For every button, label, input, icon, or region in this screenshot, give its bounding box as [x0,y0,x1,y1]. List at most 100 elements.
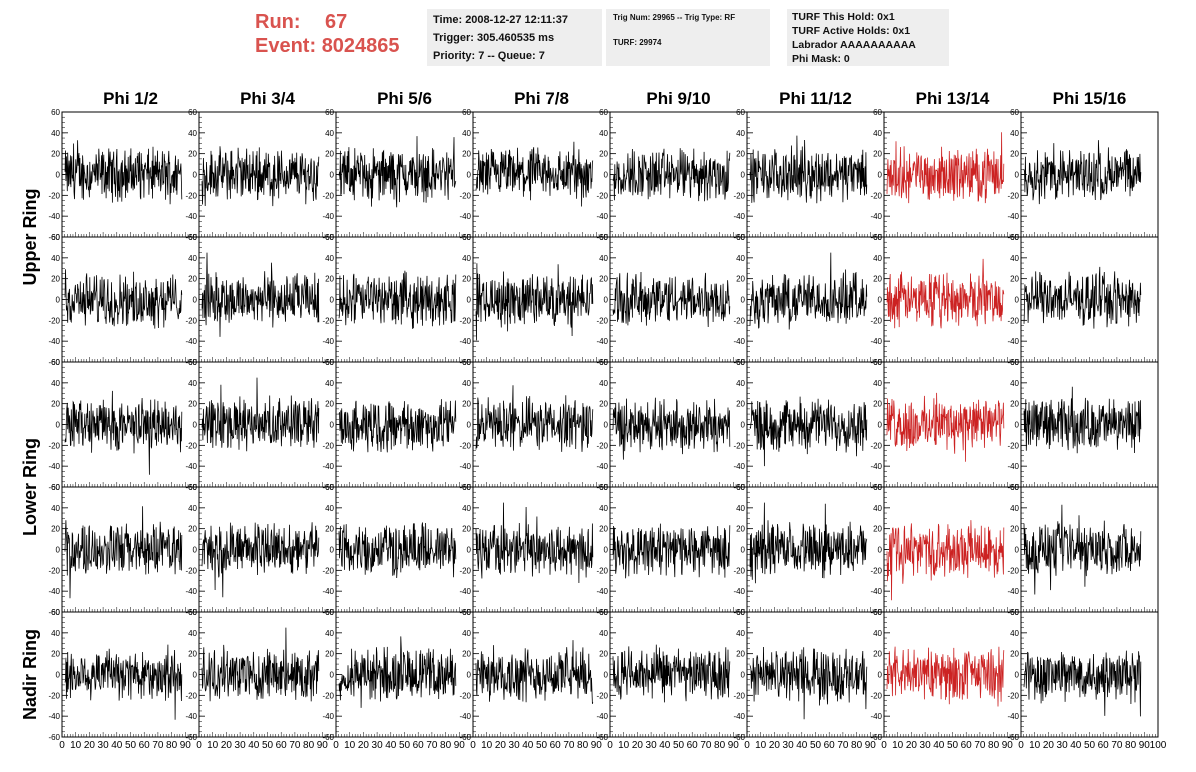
y-tick-label: -20 [48,191,60,200]
x-tick-label: 40 [385,740,397,751]
y-tick-label: 20 [1010,525,1019,534]
y-tick-label: 60 [51,608,60,617]
y-tick-label: -40 [459,212,471,221]
labrador-text: Labrador AAAAAAAAAA [792,39,916,51]
x-tick-label: 90 [180,740,192,751]
y-tick-label: -20 [459,191,471,200]
x-tick-label: 80 [1125,740,1137,751]
y-tick-label: 60 [1010,108,1019,117]
y-tick-label: 40 [1010,129,1019,138]
y-tick-label: -40 [459,337,471,346]
y-tick-label: -60 [48,358,60,367]
y-tick-label: -40 [48,587,60,596]
ring-label: Lower Ring [20,438,40,536]
y-tick-label: -20 [870,191,882,200]
trig-info-box: Trig Num: 29965 -- Trig Type: RF TURF: 2… [606,9,770,66]
column-label: Phi 1/2 [103,89,158,108]
waveform-trace [201,522,320,598]
y-tick-label: 20 [188,650,197,659]
x-tick-label: 30 [509,740,521,751]
y-tick-label: 20 [51,400,60,409]
y-tick-label: 0 [56,421,61,430]
x-tick-label: 90 [865,740,877,751]
y-tick-label: 0 [741,171,746,180]
x-tick-label: 90 [454,740,466,751]
x-tick-label: 80 [577,740,589,751]
y-tick-label: -40 [733,337,745,346]
x-tick-label: 60 [413,740,425,751]
x-tick-label: 80 [851,740,863,751]
x-tick-label: 10 [207,740,219,751]
y-tick-label: -20 [185,441,197,450]
waveform-trace [338,136,457,208]
x-tick-label: 60 [1098,740,1110,751]
y-tick-label: 40 [736,629,745,638]
y-tick-label: 60 [325,608,334,617]
waveform-trace [886,258,1005,329]
y-tick-label: 20 [51,525,60,534]
y-tick-label: 60 [873,608,882,617]
y-tick-label: -60 [1007,733,1019,742]
waveform-trace [201,627,320,702]
waveform-trace [475,141,594,207]
y-tick-label: 40 [188,129,197,138]
y-tick-label: -20 [322,691,334,700]
turf-active-holds-text: TURF Active Holds: 0x1 [792,25,911,37]
y-tick-label: 20 [873,650,882,659]
y-tick-label: 20 [325,525,334,534]
y-tick-label: 0 [878,171,883,180]
y-tick-label: 60 [873,358,882,367]
y-tick-label: 40 [51,504,60,513]
y-tick-label: -40 [48,337,60,346]
x-tick-label: 60 [687,740,699,751]
x-tick-label: 50 [536,740,548,751]
y-tick-label: -40 [48,712,60,721]
column-label: Phi 3/4 [240,89,295,108]
y-tick-label: 60 [188,608,197,617]
waveform-trace [475,263,594,341]
y-tick-label: -60 [185,733,197,742]
x-tick-label: 30 [920,740,932,751]
y-tick-label: 60 [736,233,745,242]
waveform-trace [64,140,183,205]
waveform-trace [886,392,1005,462]
x-tick-label: 50 [262,740,274,751]
turf-this-hold-text: TURF This Hold: 0x1 [792,11,895,23]
x-tick-label: 0 [59,740,65,751]
y-tick-label: -20 [48,691,60,700]
x-tick-label: 40 [933,740,945,751]
x-tick-label: 60 [139,740,151,751]
y-tick-label: -20 [322,566,334,575]
column-label: Phi 7/8 [514,89,569,108]
y-tick-label: -20 [459,566,471,575]
y-tick-label: -20 [733,191,745,200]
event-label: Event: [255,35,317,57]
y-tick-label: 20 [599,275,608,284]
y-tick-label: 20 [736,275,745,284]
y-tick-label: -20 [1007,191,1019,200]
y-tick-label: -40 [596,337,608,346]
x-tick-label: 0 [744,740,750,751]
y-tick-label: 20 [1010,150,1019,159]
x-tick-label: 40 [659,740,671,751]
y-tick-label: 40 [599,379,608,388]
ring-label: Nadir Ring [20,629,40,720]
phi-mask-text: Phi Mask: 0 [792,53,850,65]
waveform-trace [64,506,183,599]
y-tick-label: 40 [462,379,471,388]
x-tick-label: 30 [783,740,795,751]
y-tick-label: -40 [322,712,334,721]
waveform-trace [338,399,457,453]
y-tick-label: 60 [325,108,334,117]
waveform-trace [612,644,731,703]
x-tick-label: 80 [714,740,726,751]
y-tick-label: -20 [596,191,608,200]
y-tick-label: 20 [462,400,471,409]
y-tick-label: -40 [48,462,60,471]
y-tick-label: -60 [459,733,471,742]
y-tick-label: -20 [322,316,334,325]
y-tick-label: -40 [185,337,197,346]
x-tick-label: 50 [947,740,959,751]
y-tick-label: -40 [870,462,882,471]
